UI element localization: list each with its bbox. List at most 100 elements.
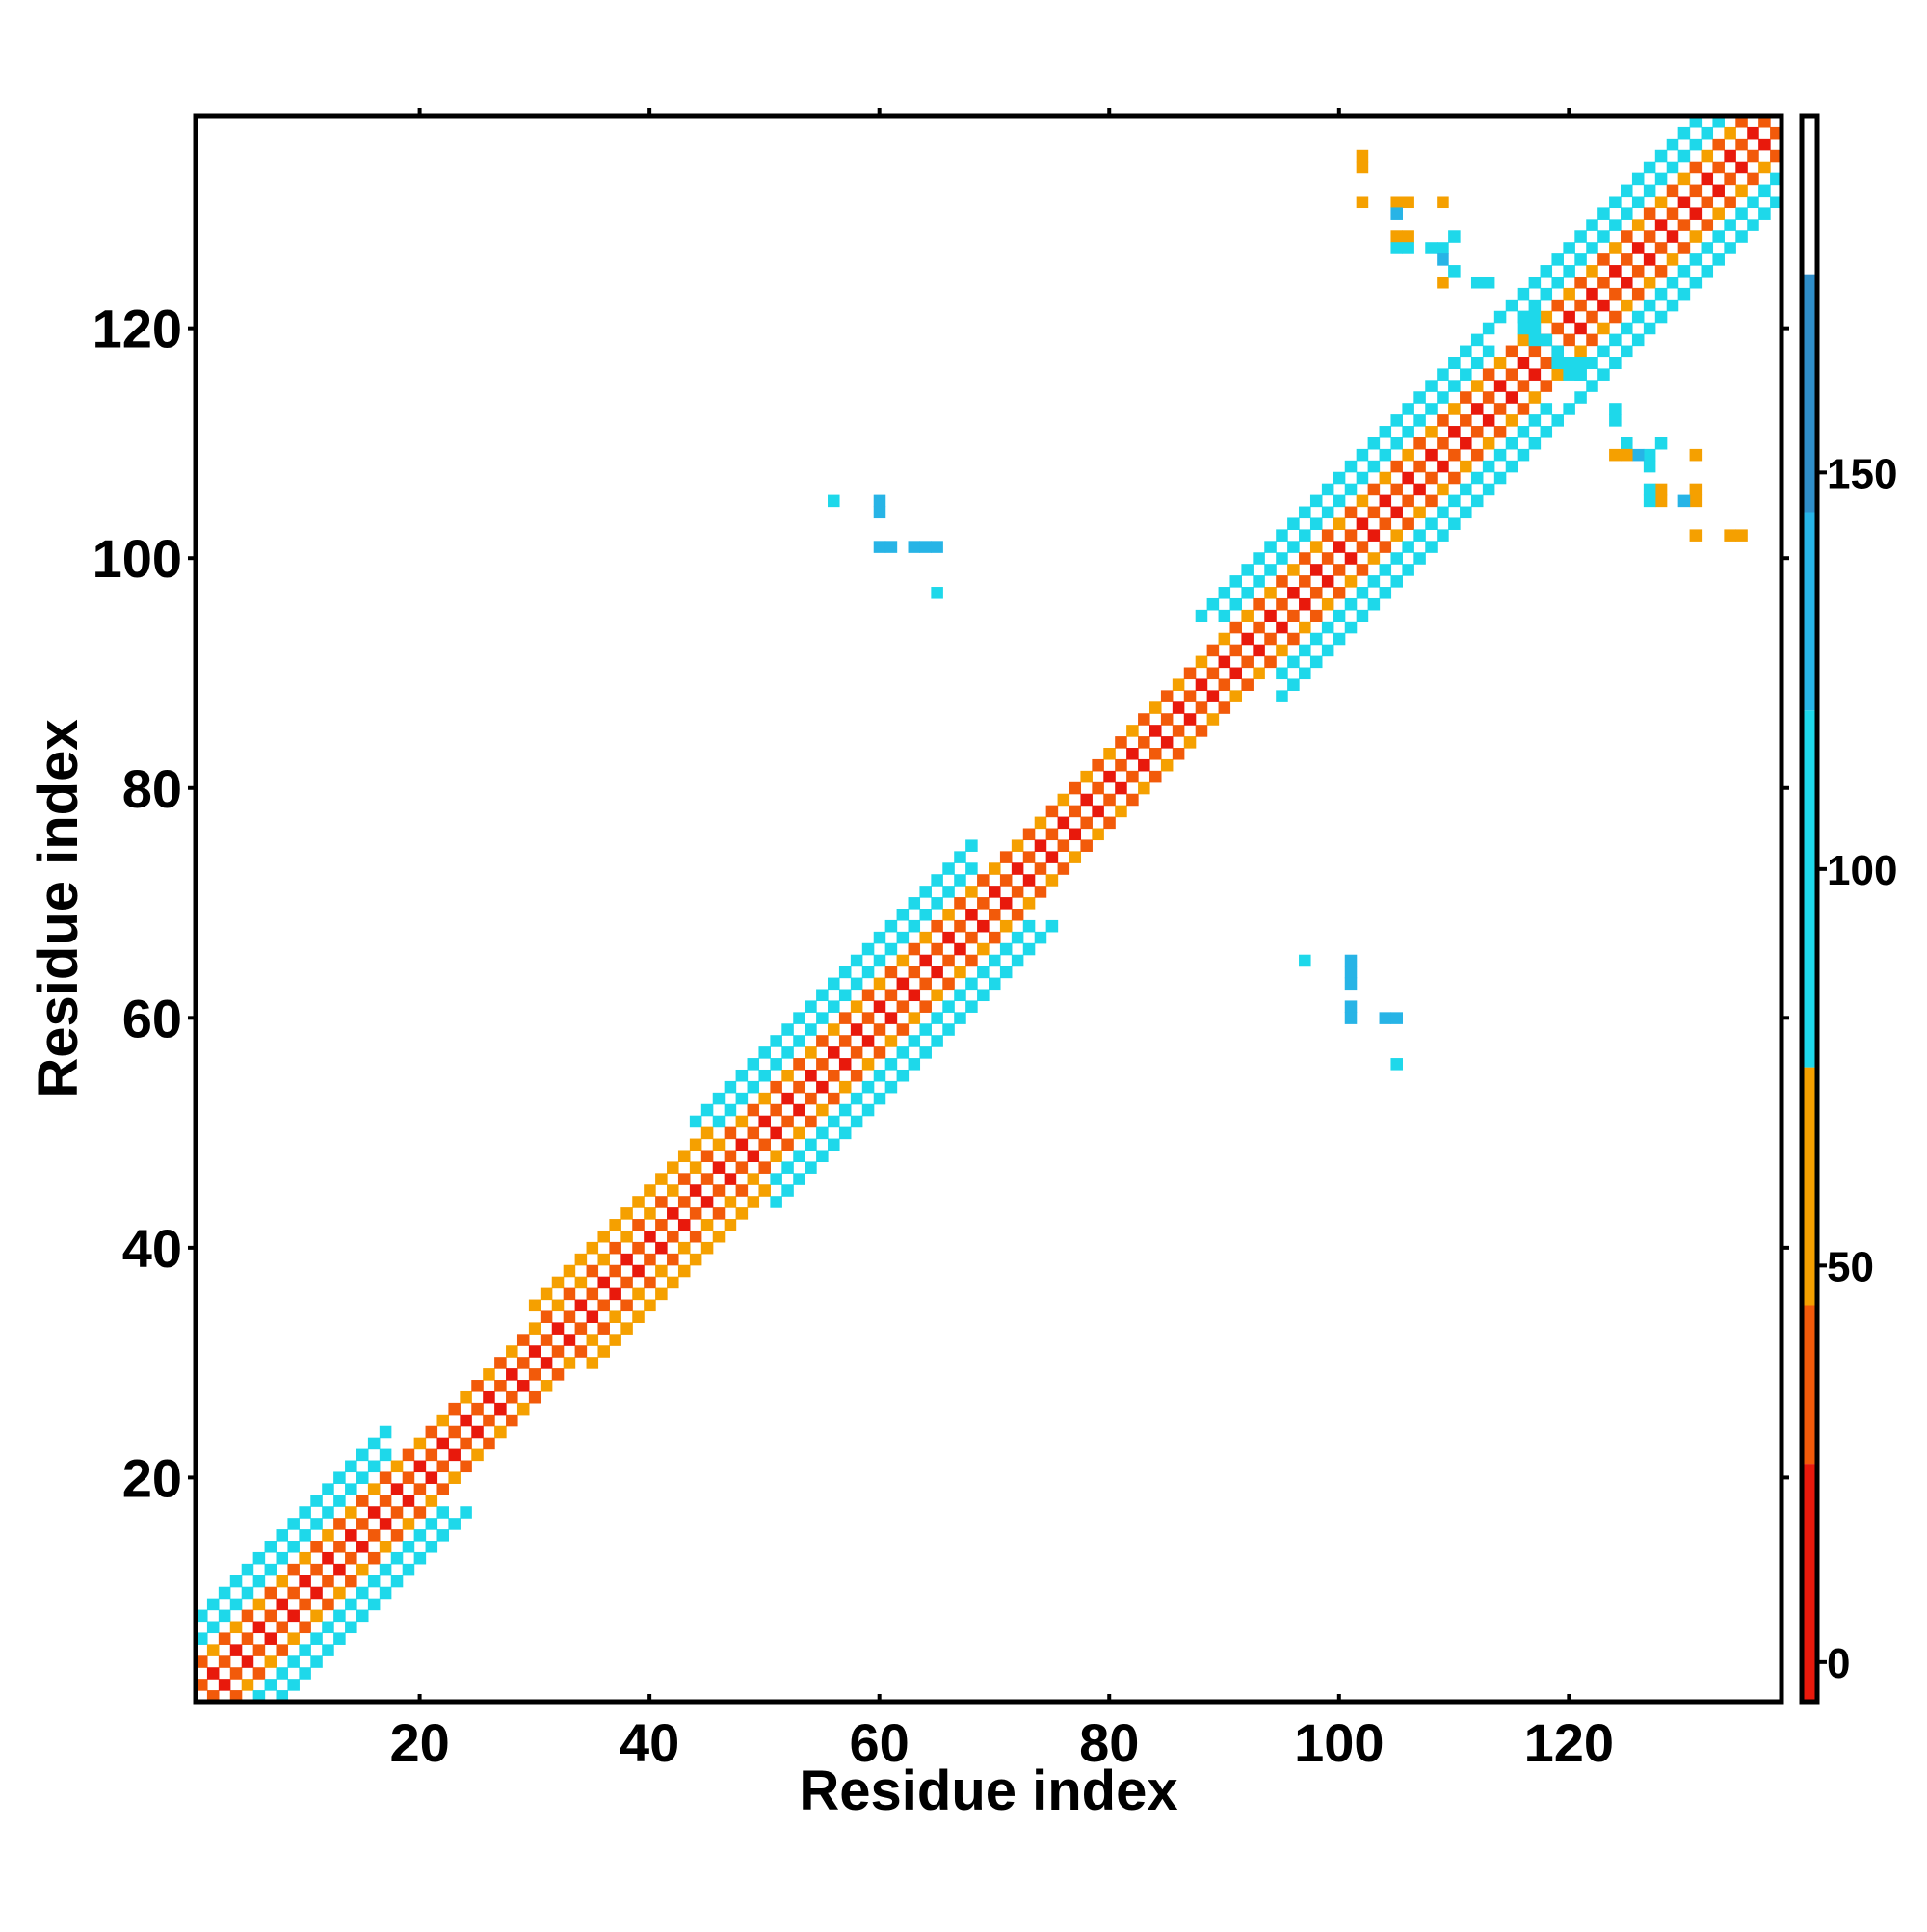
- heatmap-cell: [1413, 437, 1426, 450]
- heatmap-cell: [620, 1253, 633, 1266]
- heatmap-cell: [1425, 403, 1438, 415]
- heatmap-cell: [1367, 483, 1381, 496]
- heatmap-cell: [1586, 287, 1598, 301]
- heatmap-cell: [1241, 678, 1254, 691]
- heatmap-cell: [1206, 713, 1220, 726]
- heatmap-cell: [1770, 126, 1782, 140]
- heatmap-cell: [1735, 230, 1748, 243]
- heatmap-cell: [540, 1380, 553, 1392]
- heatmap-cell: [644, 1230, 656, 1243]
- heatmap-cell: [735, 1115, 749, 1128]
- heatmap-cell: [299, 1575, 311, 1588]
- heatmap-cell: [1654, 149, 1668, 163]
- heatmap-cell: [1654, 494, 1668, 508]
- heatmap-cell: [1390, 437, 1403, 450]
- colorbar-tick-label: 100: [1827, 847, 1897, 894]
- heatmap-cell: [954, 874, 966, 887]
- heatmap-cell: [793, 1012, 805, 1024]
- heatmap-cell: [1460, 437, 1472, 450]
- heatmap-cell: [770, 1173, 782, 1185]
- heatmap-cell: [816, 1080, 829, 1094]
- heatmap-cell: [1344, 977, 1358, 991]
- heatmap-cell: [528, 1322, 541, 1335]
- heatmap-cell: [287, 1586, 300, 1600]
- heatmap-cell: [896, 1069, 910, 1082]
- heatmap-cell: [1276, 644, 1288, 657]
- heatmap-cell: [1253, 575, 1265, 588]
- heatmap-cell: [1631, 242, 1645, 254]
- heatmap-cell: [1654, 242, 1668, 254]
- heatmap-cell: [252, 1551, 266, 1565]
- heatmap-cell: [850, 1046, 863, 1059]
- heatmap-cell: [1747, 149, 1759, 163]
- heatmap-cell: [609, 1334, 621, 1346]
- heatmap-cell: [884, 989, 898, 1002]
- heatmap-cell: [758, 1161, 771, 1174]
- heatmap-cell: [322, 1621, 334, 1634]
- heatmap-cell: [1287, 609, 1300, 622]
- heatmap-cell: [1540, 380, 1553, 392]
- heatmap-cell: [965, 954, 978, 967]
- heatmap-cell: [1528, 322, 1542, 335]
- heatmap-cell: [1069, 828, 1082, 841]
- heatmap-cell: [620, 1276, 633, 1289]
- heatmap-cell: [1425, 541, 1438, 553]
- heatmap-cell: [1460, 483, 1472, 496]
- heatmap-cell: [1735, 116, 1748, 128]
- heatmap-cell: [793, 1126, 805, 1140]
- heatmap-cell: [1586, 357, 1598, 370]
- heatmap-cell: [471, 1402, 484, 1416]
- heatmap-cell: [1367, 460, 1381, 473]
- heatmap-cell: [1654, 172, 1668, 186]
- heatmap-cell: [1643, 253, 1656, 266]
- heatmap-cell: [1309, 632, 1323, 646]
- heatmap-cell: [1770, 196, 1782, 209]
- heatmap-cell: [1470, 471, 1484, 485]
- heatmap-cell: [516, 1334, 530, 1346]
- heatmap-cell: [1621, 345, 1633, 358]
- heatmap-cell: [333, 1541, 346, 1553]
- plot-frame: [193, 113, 1784, 1705]
- heatmap-cell: [1425, 242, 1438, 254]
- heatmap-cell: [1677, 149, 1691, 163]
- heatmap-cell: [1517, 426, 1530, 438]
- heatmap-cell: [356, 1495, 369, 1507]
- heatmap-cell: [896, 1046, 910, 1059]
- heatmap-cell: [1654, 437, 1668, 450]
- heatmap-cell: [816, 1126, 829, 1140]
- heatmap-cell: [1643, 161, 1656, 174]
- heatmap-cell: [1057, 839, 1070, 852]
- heatmap-cell: [1677, 196, 1691, 209]
- heatmap-cell: [1344, 552, 1358, 565]
- heatmap-cell: [1253, 552, 1265, 565]
- heatmap-cell: [838, 966, 852, 979]
- heatmap-cell: [1460, 414, 1472, 427]
- heatmap-cell: [1724, 196, 1736, 209]
- heatmap-cell: [1344, 1012, 1358, 1024]
- heatmap-cell: [620, 1230, 633, 1243]
- heatmap-cell: [1172, 701, 1185, 714]
- heatmap-cell: [1092, 781, 1104, 795]
- heatmap-cell: [425, 1518, 438, 1530]
- heatmap-cell: [861, 1058, 875, 1071]
- heatmap-cell: [1621, 448, 1633, 462]
- heatmap-cell: [828, 494, 840, 508]
- heatmap-cell: [747, 1196, 760, 1208]
- heatmap-cell: [838, 989, 852, 1002]
- heatmap-cell: [1126, 770, 1139, 783]
- heatmap-cell: [1586, 380, 1598, 392]
- heatmap-cell: [1333, 517, 1346, 530]
- heatmap-cell: [908, 1012, 921, 1024]
- heatmap-cell: [712, 1115, 726, 1128]
- heatmap-cell: [413, 1460, 427, 1473]
- heatmap-cell: [884, 942, 898, 956]
- heatmap-cell: [1448, 230, 1461, 243]
- heatmap-cell: [1138, 713, 1150, 726]
- heatmap-cell: [1666, 276, 1679, 289]
- heatmap-cell: [667, 1207, 679, 1220]
- heatmap-cell: [977, 966, 990, 979]
- heatmap-cell: [1264, 609, 1277, 622]
- heatmap-cell: [1563, 265, 1575, 278]
- colorbar-tick-label: 150: [1827, 450, 1897, 497]
